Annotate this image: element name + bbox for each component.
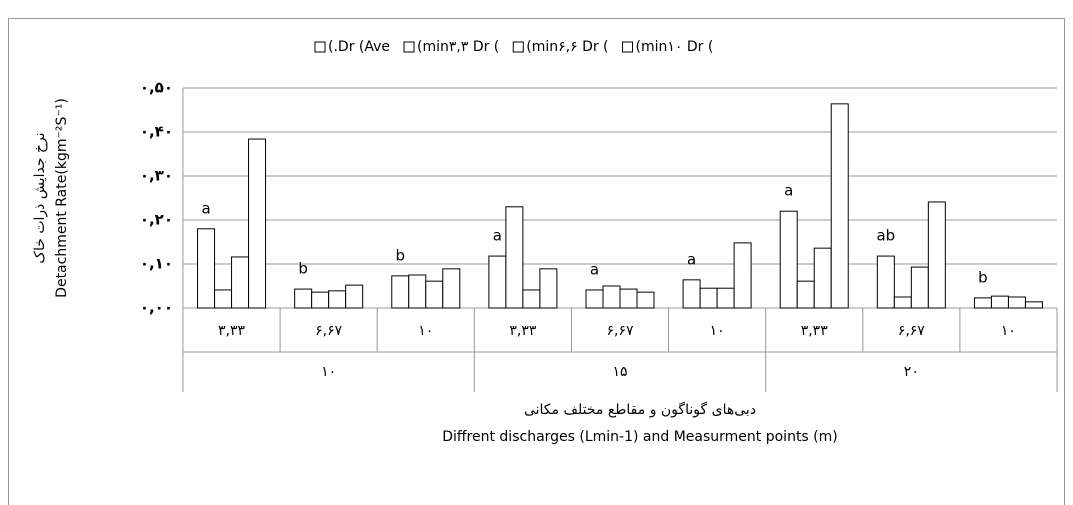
x-tick-label: ۳,۳۳ <box>509 323 536 339</box>
x-tick-label: ۶,۶۷ <box>606 323 633 339</box>
legend-label: (.Dr (Ave <box>328 39 390 55</box>
annotation: ab <box>876 227 895 245</box>
x-tick-label: ۱۰ <box>710 323 725 339</box>
x-tick-label: ۱۰ <box>418 323 433 339</box>
bar <box>990 295 1009 309</box>
annotation: a <box>687 250 696 268</box>
x-tick-label: ۶,۶۷ <box>315 323 342 339</box>
bar <box>1024 301 1043 309</box>
y-tick-label: ۰,۲۰ <box>140 211 173 229</box>
bar <box>522 289 541 309</box>
bar <box>442 268 461 309</box>
bar <box>231 256 250 309</box>
x-tick-label: ۶,۶۷ <box>898 323 925 339</box>
legend-label: (min۱۰ Dr ( <box>636 39 714 55</box>
bar <box>425 280 444 309</box>
y-tick-label: ۰,۴۰ <box>140 123 173 141</box>
annotation: a <box>201 199 210 217</box>
x-tick-label: ۳,۳۳ <box>218 323 245 339</box>
bar <box>813 247 832 309</box>
bar <box>539 268 558 309</box>
x-axis-title: Diffrent discharges (Lmin-1) and Measurm… <box>442 429 838 445</box>
bar <box>197 228 216 309</box>
bar <box>585 289 604 309</box>
bar <box>779 210 798 309</box>
annotation: a <box>784 182 793 200</box>
y-tick-label: ۰,۱۰ <box>140 255 173 273</box>
bar <box>328 290 347 309</box>
y-tick-label: ۰,۵۰ <box>140 79 173 97</box>
bar <box>214 289 233 309</box>
bar <box>248 138 267 309</box>
bar <box>488 255 507 309</box>
bar <box>927 201 946 309</box>
y-axis-title: Detachment Rate(kgm⁻²S⁻¹) <box>54 98 70 298</box>
bar <box>796 280 815 309</box>
bar <box>910 266 929 309</box>
y-axis-title: نرخ جدایش ذرات خاک <box>32 132 48 263</box>
y-tick-label: ۰,۰۰ <box>140 299 173 317</box>
legend-swatch <box>622 41 634 53</box>
bar <box>619 288 638 309</box>
bar <box>391 275 410 309</box>
annotation: a <box>493 227 502 245</box>
x-axis-title: دبی‌های گوناگون و مقاطع مختلف مکانی <box>524 401 756 418</box>
bar <box>699 287 718 309</box>
annotation: a <box>590 260 599 278</box>
bar <box>408 274 427 309</box>
bar <box>716 287 735 309</box>
legend-label: (min۳,۳ Dr ( <box>417 39 499 55</box>
bar <box>636 291 655 309</box>
legend-swatch <box>314 41 326 53</box>
bar <box>602 285 621 309</box>
bar <box>682 279 701 309</box>
bar <box>311 291 330 309</box>
annotation: b <box>298 260 308 278</box>
bar <box>876 255 895 309</box>
bar <box>1007 296 1026 309</box>
group-label: ۲۰ <box>904 364 919 380</box>
bar <box>893 296 912 309</box>
bar <box>345 284 364 309</box>
legend-label: (min۶,۶ Dr ( <box>526 39 608 55</box>
legend-swatch <box>512 41 524 53</box>
x-tick-label: ۳,۳۳ <box>801 323 828 339</box>
annotation: b <box>978 268 988 286</box>
chart-border <box>8 18 1065 505</box>
y-tick-label: ۰,۳۰ <box>140 167 173 185</box>
bar <box>505 206 524 309</box>
bar <box>973 297 992 309</box>
group-label: ۱۰ <box>321 364 336 380</box>
bar <box>733 242 752 309</box>
legend-swatch <box>403 41 415 53</box>
bar <box>830 103 849 309</box>
bar <box>294 288 313 309</box>
group-label: ۱۵ <box>612 364 627 380</box>
x-tick-label: ۱۰ <box>1001 323 1016 339</box>
annotation: b <box>396 246 406 264</box>
